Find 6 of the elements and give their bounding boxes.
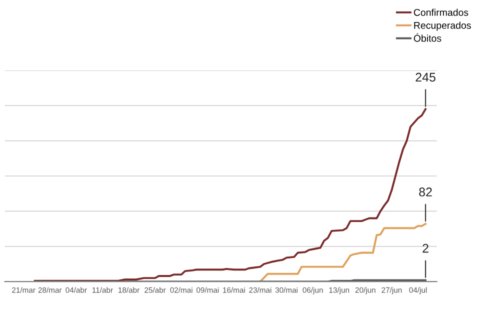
legend-label: Recuperados	[414, 22, 471, 31]
data-label: 2	[422, 244, 428, 253]
data-label: 245	[416, 72, 436, 82]
data-label: 82	[419, 188, 432, 196]
legend-label: Confirmados	[414, 8, 468, 16]
legend-label: Óbitos	[414, 33, 442, 42]
